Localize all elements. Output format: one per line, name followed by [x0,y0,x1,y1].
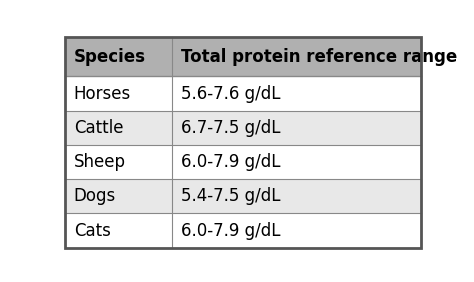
Text: Sheep: Sheep [73,153,126,171]
Text: Cattle: Cattle [73,119,123,137]
Text: Dogs: Dogs [73,187,116,205]
Bar [65,179,421,213]
Text: Horses: Horses [73,85,131,103]
Text: Cats: Cats [73,222,110,240]
Text: 6.7-7.5 g/dL: 6.7-7.5 g/dL [181,119,280,137]
Bar [65,111,421,145]
Bar [65,76,421,111]
Text: 6.0-7.9 g/dL: 6.0-7.9 g/dL [181,153,280,171]
Bar [65,145,421,179]
Text: 6.0-7.9 g/dL: 6.0-7.9 g/dL [181,222,280,240]
Text: Total protein reference range: Total protein reference range [181,48,457,66]
Text: Species: Species [73,48,146,66]
Bar [65,37,421,76]
Bar [65,213,421,248]
Text: 5.4-7.5 g/dL: 5.4-7.5 g/dL [181,187,280,205]
Text: 5.6-7.6 g/dL: 5.6-7.6 g/dL [181,85,280,103]
